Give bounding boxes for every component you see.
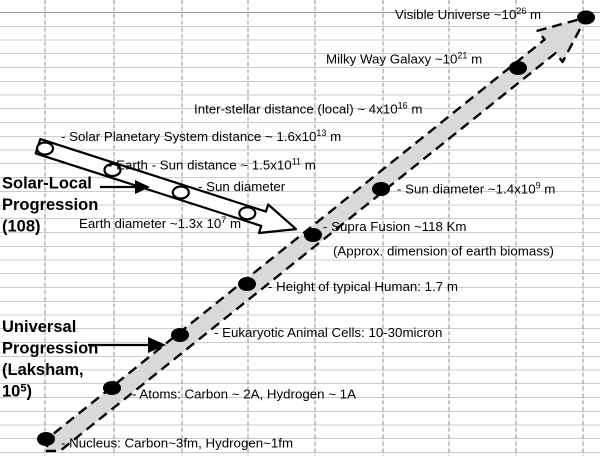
svg-text:- Height of typical Human: 1.7: - Height of typical Human: 1.7 m xyxy=(268,279,458,294)
svg-text:Solar-Local: Solar-Local xyxy=(2,175,92,193)
svg-text:Universal: Universal xyxy=(2,318,76,336)
svg-text:Progression: Progression xyxy=(2,196,98,214)
svg-text:(Laksham,: (Laksham, xyxy=(2,361,84,379)
svg-text:- Supra Fusion ~118 Km: - Supra Fusion ~118 Km xyxy=(323,219,467,234)
svg-text:- Eukaryotic Animal Cells: 10-: - Eukaryotic Animal Cells: 10-30micron xyxy=(214,325,442,340)
svg-text:- Earth - Sun distance ~ 1.5x1: - Earth - Sun distance ~ 1.5x1011 m xyxy=(108,157,316,173)
svg-text:(Approx. dimension of earth bi: (Approx. dimension of earth biomass) xyxy=(333,243,554,258)
svg-text:Milky Way Galaxy ~1021 m: Milky Way Galaxy ~1021 m xyxy=(326,50,482,66)
svg-text:- Sun diameter: - Sun diameter xyxy=(198,179,286,194)
svg-text:- Atoms: Carbon ~ 2A, Hydrogen: - Atoms: Carbon ~ 2A, Hydrogen ~ 1A xyxy=(132,386,356,401)
svg-text:- Solar Planetary System dista: - Solar Planetary System distance ~ 1.6x… xyxy=(61,128,341,144)
svg-text:- Sun diameter ~1.4x109 m: - Sun diameter ~1.4x109 m xyxy=(397,180,555,196)
svg-text:Inter-stellar distance (local): Inter-stellar distance (local) ~ 4x1016 … xyxy=(194,100,422,116)
svg-text:Earth diameter ~1.3x 107 m: Earth diameter ~1.3x 107 m xyxy=(79,215,241,231)
svg-text:Visible Universe ~1026 m: Visible Universe ~1026 m xyxy=(395,6,541,22)
svg-text:(108): (108) xyxy=(2,218,41,236)
svg-text:- Nucleus: Carbon~3fm, Hydroge: - Nucleus: Carbon~3fm, Hydrogen~1fm xyxy=(61,436,293,451)
svg-text:Progression: Progression xyxy=(2,340,98,358)
svg-text:105): 105) xyxy=(2,383,32,401)
